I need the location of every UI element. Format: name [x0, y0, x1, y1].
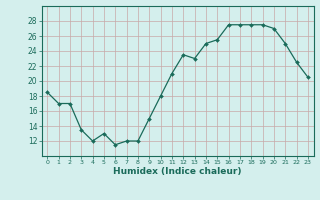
X-axis label: Humidex (Indice chaleur): Humidex (Indice chaleur) [113, 167, 242, 176]
